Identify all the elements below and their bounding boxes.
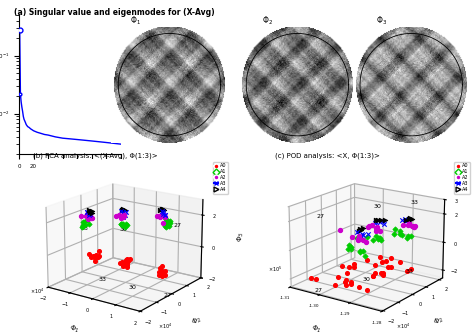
Legend: A0, A1, A2, A3, A4: A0, A1, A2, A3, A4 bbox=[213, 162, 228, 194]
X-axis label: r: r bbox=[68, 171, 72, 180]
Y-axis label: $\Phi_2$: $\Phi_2$ bbox=[190, 314, 204, 328]
Text: $\Phi_1$: $\Phi_1$ bbox=[129, 15, 141, 28]
Text: (c) POD analysis: <X, Φ(1:3)>: (c) POD analysis: <X, Φ(1:3)> bbox=[275, 153, 380, 159]
Legend: A0, A1, A2, A3, A4: A0, A1, A2, A3, A4 bbox=[455, 162, 470, 194]
Text: $\Phi_2$: $\Phi_2$ bbox=[262, 15, 273, 28]
Text: (b) PCA analysis: <(X-Avg), Φ(1:3)>: (b) PCA analysis: <(X-Avg), Φ(1:3)> bbox=[34, 153, 158, 159]
Text: $\times10^4$: $\times10^4$ bbox=[158, 321, 172, 331]
Text: $\Phi_3$: $\Phi_3$ bbox=[376, 15, 387, 28]
X-axis label: $\Phi_1$: $\Phi_1$ bbox=[310, 323, 322, 332]
Y-axis label: $\Phi_2$: $\Phi_2$ bbox=[432, 314, 446, 328]
Text: $\times10^4$: $\times10^4$ bbox=[30, 287, 44, 296]
Text: $\times10^5$: $\times10^5$ bbox=[268, 265, 283, 274]
X-axis label: $\Phi_1$: $\Phi_1$ bbox=[68, 323, 81, 332]
Text: (a) Singular value and eigenmodes for (X-Avg): (a) Singular value and eigenmodes for (X… bbox=[14, 8, 215, 17]
Text: $\times10^4$: $\times10^4$ bbox=[396, 321, 410, 331]
